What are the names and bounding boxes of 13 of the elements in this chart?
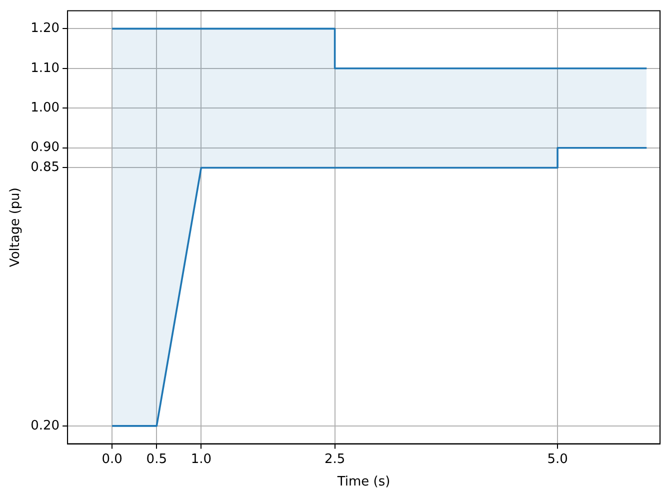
x-tick-label: 0.5 <box>146 452 167 467</box>
x-tick-label: 2.5 <box>324 452 346 467</box>
x-axis-title: Time (s) <box>336 474 390 490</box>
y-tick-label: 0.85 <box>30 160 60 176</box>
x-tick-label: 0.0 <box>102 452 122 467</box>
y-tick-label: 0.90 <box>30 140 60 156</box>
y-tick-label: 1.00 <box>30 100 60 116</box>
y-axis-title: Voltage (pu) <box>8 188 24 268</box>
y-tick-label: 0.20 <box>30 418 60 434</box>
y-tick-label: 1.10 <box>30 60 60 76</box>
y-tick-label: 1.20 <box>30 21 60 36</box>
x-tick-label: 5.0 <box>547 452 568 467</box>
x-tick-label: 1.0 <box>190 452 212 467</box>
